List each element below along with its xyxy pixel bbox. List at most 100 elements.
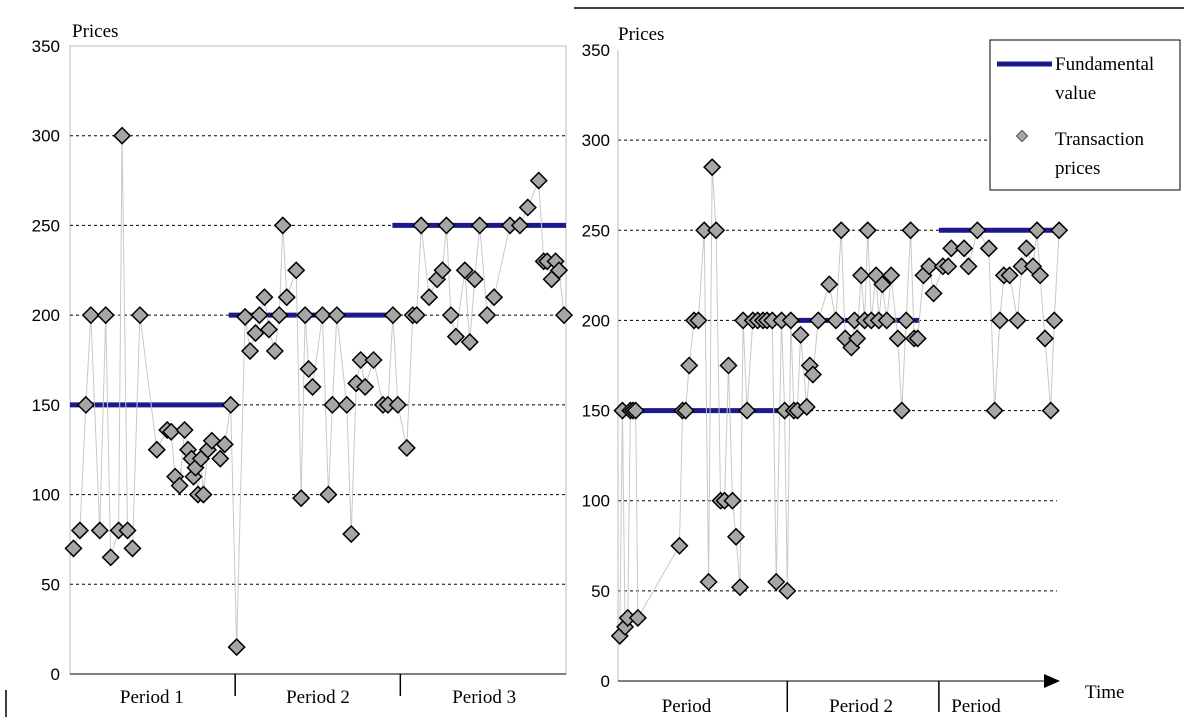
chart-2-y-axis-title: Prices bbox=[618, 24, 664, 45]
chart-1-transaction-point bbox=[273, 216, 292, 235]
chart-1-transaction-point bbox=[437, 216, 456, 235]
chart-1-period-label: Period 1 bbox=[120, 687, 184, 708]
chart-1-transaction-point bbox=[470, 216, 489, 235]
chart-2-transaction-point bbox=[1027, 221, 1047, 240]
chart-1-transaction-prices-series bbox=[64, 126, 574, 657]
chart-1-transaction-point bbox=[407, 306, 426, 325]
chart-1-transaction-point bbox=[296, 306, 315, 325]
chart-2-y-tick-label: 350 bbox=[582, 41, 610, 60]
chart-2-y-tick-label: 0 bbox=[601, 672, 610, 691]
chart-2-period-label: Period bbox=[951, 696, 1001, 717]
chart-2-y-tick-label: 200 bbox=[582, 311, 610, 330]
chart-1-transaction-point bbox=[64, 539, 83, 558]
chart-1-transaction-point bbox=[356, 377, 375, 396]
chart-1-transaction-point bbox=[465, 270, 484, 289]
chart-1-transaction-point bbox=[397, 438, 416, 457]
chart-1-transaction-line bbox=[73, 135, 565, 648]
chart-1-transaction-point bbox=[175, 420, 194, 440]
chart-2-transaction-point bbox=[703, 158, 722, 177]
chart-1-transaction-point bbox=[554, 306, 574, 325]
chart-2-transaction-point bbox=[1031, 266, 1050, 285]
chart-1-y-axis-title: Prices bbox=[72, 21, 118, 42]
chart-1-transaction-point bbox=[113, 126, 132, 145]
chart-2-transaction-point bbox=[680, 356, 699, 375]
chart-2-transaction-point bbox=[1017, 239, 1036, 258]
chart-2-y-tick-label: 100 bbox=[582, 492, 610, 511]
chart-2-time-arrow-icon bbox=[1044, 674, 1060, 688]
chart-2-transaction-point bbox=[738, 401, 757, 420]
chart-1-transaction-point bbox=[337, 395, 356, 414]
legend: Fundamental value Transaction prices bbox=[989, 39, 1181, 191]
chart-1-transaction-point bbox=[485, 288, 504, 307]
chart-1-y-tick-label: 300 bbox=[32, 127, 60, 146]
chart-1-transaction-point bbox=[118, 521, 137, 540]
chart-1-transaction-point bbox=[319, 485, 338, 504]
chart-2-transaction-point bbox=[626, 401, 645, 420]
chart-1-y-tick-label: 100 bbox=[32, 486, 60, 505]
chart-2-transaction-point bbox=[939, 257, 958, 276]
chart-1-transaction-point bbox=[101, 548, 120, 567]
chart-2-transaction-point bbox=[767, 572, 786, 591]
chart-2-transaction-point bbox=[897, 311, 916, 330]
chart-2-transaction-point bbox=[955, 239, 974, 258]
chart-2-transaction-point bbox=[1045, 311, 1064, 330]
chart-1-transaction-point bbox=[194, 485, 213, 504]
chart-2-transaction-point bbox=[723, 491, 742, 510]
chart-2-transaction-point bbox=[670, 536, 689, 555]
chart-1-transaction-point bbox=[246, 324, 265, 343]
chart-2-transaction-point bbox=[873, 275, 892, 294]
legend-transaction-label-line1: Transaction bbox=[1055, 129, 1145, 150]
chart-2-transaction-point bbox=[908, 329, 927, 348]
chart-2-transaction-point bbox=[809, 311, 828, 330]
chart-1-period-label: Period 3 bbox=[452, 687, 516, 708]
chart-2-transaction-point bbox=[877, 311, 896, 330]
chart-1-transaction-point bbox=[236, 307, 255, 326]
chart-1-transaction-point bbox=[460, 332, 479, 352]
chart-2-transaction-point bbox=[726, 527, 746, 546]
chart-1-gridlines bbox=[70, 135, 566, 585]
chart-2-transaction-point bbox=[924, 284, 943, 303]
chart-2-transaction-point bbox=[1000, 266, 1019, 285]
chart-1-y-tick-label: 250 bbox=[32, 216, 60, 235]
chart-1-transaction-point bbox=[147, 440, 166, 459]
chart-1-transaction-point bbox=[299, 359, 318, 379]
chart-1-transaction-point bbox=[240, 341, 260, 361]
chart-2-transaction-point bbox=[959, 257, 978, 276]
chart-2-period-label: Period 2 bbox=[829, 696, 893, 717]
chart-2-transaction-point bbox=[781, 311, 800, 330]
chart-1-periods: Period 1 Period 2 Period 3 bbox=[120, 674, 516, 708]
chart-2-y-tick-label: 250 bbox=[582, 221, 610, 240]
chart-2-transaction-point bbox=[676, 401, 695, 420]
chart-1-transaction-point bbox=[364, 350, 383, 370]
chart-2-transaction-point bbox=[901, 221, 920, 240]
chart-2-transaction-point bbox=[689, 311, 708, 330]
chart-1-transaction-point bbox=[412, 216, 431, 235]
chart-1-transaction-point bbox=[265, 341, 284, 361]
chart-1-transaction-point bbox=[70, 521, 89, 540]
chart-2-period-label: Period bbox=[662, 696, 712, 717]
chart-1-transaction-point bbox=[277, 288, 296, 307]
chart-2-y-tick-label: 150 bbox=[582, 402, 610, 421]
chart-1-transaction-point bbox=[323, 395, 342, 414]
chart-1-transaction-point bbox=[292, 489, 311, 508]
chart-1-transaction-point bbox=[227, 638, 246, 657]
chart-2-transaction-point bbox=[730, 578, 750, 597]
chart-1-transaction-point bbox=[259, 320, 278, 339]
chart-2-transaction-point bbox=[797, 397, 816, 417]
chart-1-transaction-point bbox=[76, 395, 95, 414]
chart-2: Prices 0 50 100 150 200 250 300 350 Time Period… bbox=[574, 7, 1184, 717]
chart-2-transaction-point bbox=[892, 401, 911, 420]
chart-1-transaction-point bbox=[529, 171, 548, 190]
chart-1-transaction-point bbox=[433, 261, 452, 280]
chart-1-transaction-point bbox=[287, 261, 306, 280]
chart-1-transaction-point bbox=[327, 306, 346, 325]
chart-1-transaction-point bbox=[518, 198, 537, 217]
chart-2-transaction-point bbox=[990, 311, 1009, 330]
chart-2-y-ticks: 0 50 100 150 200 250 300 350 bbox=[582, 41, 610, 691]
chart-1-transaction-point bbox=[123, 539, 142, 558]
chart-1-transaction-point bbox=[351, 350, 370, 370]
chart-2-transaction-point bbox=[695, 221, 714, 240]
chart-2-transaction-point bbox=[778, 581, 797, 600]
chart-2-transaction-point bbox=[848, 329, 867, 348]
